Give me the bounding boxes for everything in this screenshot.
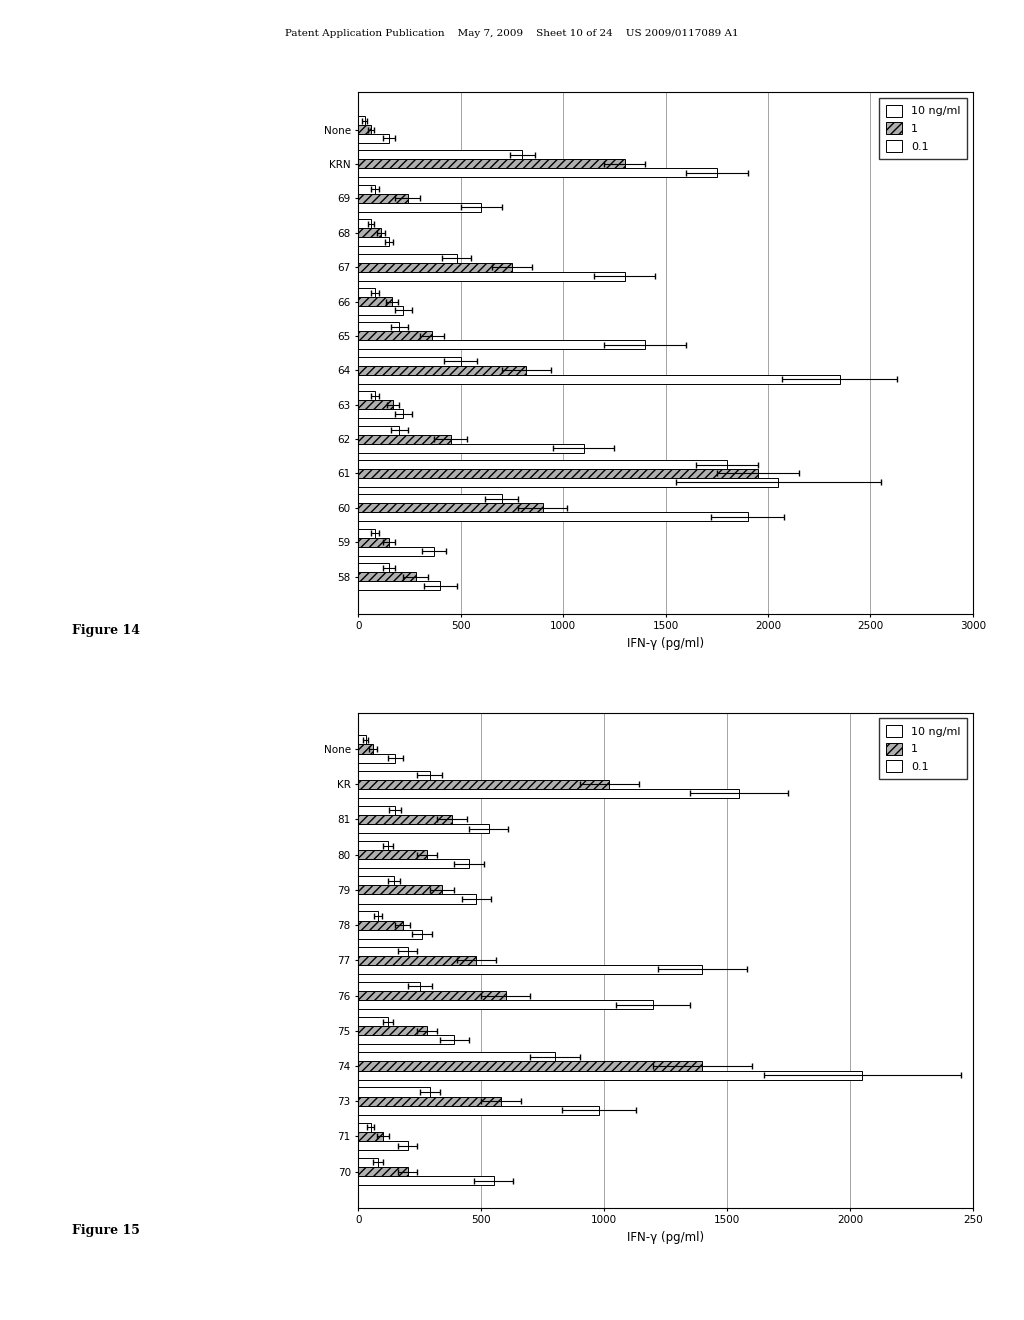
Bar (358, 1140, 408, 1150)
Bar (358, 1071, 862, 1080)
Bar (358, 895, 476, 904)
Bar (358, 1052, 555, 1061)
Bar (358, 238, 389, 246)
Bar (358, 150, 522, 160)
Bar (358, 253, 457, 263)
Text: Patent Application Publication    May 7, 2009    Sheet 10 of 24    US 2009/01170: Patent Application Publication May 7, 20… (286, 29, 738, 38)
Bar (358, 297, 392, 306)
Bar (358, 1016, 388, 1026)
Bar (358, 850, 427, 859)
Bar (358, 956, 476, 965)
Bar (358, 824, 488, 833)
Bar (358, 478, 778, 487)
Bar (358, 1088, 430, 1097)
Bar (358, 780, 609, 789)
Bar (358, 434, 451, 444)
Bar (358, 194, 408, 203)
Bar (358, 375, 840, 384)
Bar (358, 1167, 408, 1176)
Bar (358, 341, 645, 350)
Bar (358, 911, 378, 920)
Bar (358, 991, 506, 1001)
Legend: 10 ng/ml, 1, 0.1: 10 ng/ml, 1, 0.1 (879, 718, 968, 779)
Bar (358, 219, 371, 228)
Bar (358, 322, 399, 331)
Bar (358, 920, 402, 929)
Bar (358, 331, 432, 341)
Bar (358, 1131, 383, 1140)
Bar (358, 160, 625, 169)
Legend: 10 ng/ml, 1, 0.1: 10 ng/ml, 1, 0.1 (879, 98, 968, 158)
Bar (358, 814, 452, 824)
Bar (358, 1035, 455, 1044)
Text: Figure 14: Figure 14 (72, 624, 139, 638)
Bar (358, 1106, 599, 1115)
Bar (358, 1158, 378, 1167)
Bar (358, 444, 584, 453)
X-axis label: IFN-γ (pg/ml): IFN-γ (pg/ml) (627, 1232, 705, 1243)
Bar (358, 263, 512, 272)
Bar (358, 116, 365, 125)
Bar (358, 1122, 371, 1131)
Bar (358, 512, 748, 521)
Bar (358, 886, 442, 895)
Bar (358, 125, 371, 135)
Bar (358, 1061, 702, 1071)
Bar (358, 859, 469, 869)
Text: Figure 15: Figure 15 (72, 1224, 139, 1237)
Bar (358, 841, 388, 850)
Bar (358, 272, 625, 281)
Bar (358, 185, 375, 194)
Bar (358, 789, 739, 799)
Bar (358, 400, 393, 409)
Bar (358, 1001, 653, 1010)
Bar (358, 288, 375, 297)
Bar (358, 805, 395, 814)
Bar (358, 425, 399, 434)
Bar (358, 965, 702, 974)
Bar (358, 744, 373, 754)
Bar (358, 946, 408, 956)
Bar (358, 929, 422, 939)
Bar (358, 495, 502, 503)
Bar (358, 169, 717, 177)
Bar (358, 771, 430, 780)
Bar (358, 203, 481, 211)
Bar (358, 461, 727, 469)
Bar (358, 1026, 427, 1035)
Bar (358, 391, 375, 400)
Bar (358, 409, 403, 418)
Bar (358, 572, 416, 581)
Bar (358, 546, 434, 556)
Bar (358, 564, 389, 572)
X-axis label: IFN-γ (pg/ml): IFN-γ (pg/ml) (627, 638, 705, 649)
Bar (358, 754, 395, 763)
Bar (358, 1176, 494, 1185)
Bar (358, 735, 366, 744)
Bar (358, 135, 389, 143)
Bar (358, 876, 394, 886)
Bar (358, 1097, 501, 1106)
Bar (358, 469, 758, 478)
Bar (358, 366, 526, 375)
Bar (358, 537, 389, 546)
Bar (358, 503, 543, 512)
Bar (358, 982, 420, 991)
Bar (358, 306, 403, 315)
Bar (358, 581, 440, 590)
Bar (358, 529, 375, 537)
Bar (358, 228, 381, 238)
Bar (358, 356, 461, 366)
